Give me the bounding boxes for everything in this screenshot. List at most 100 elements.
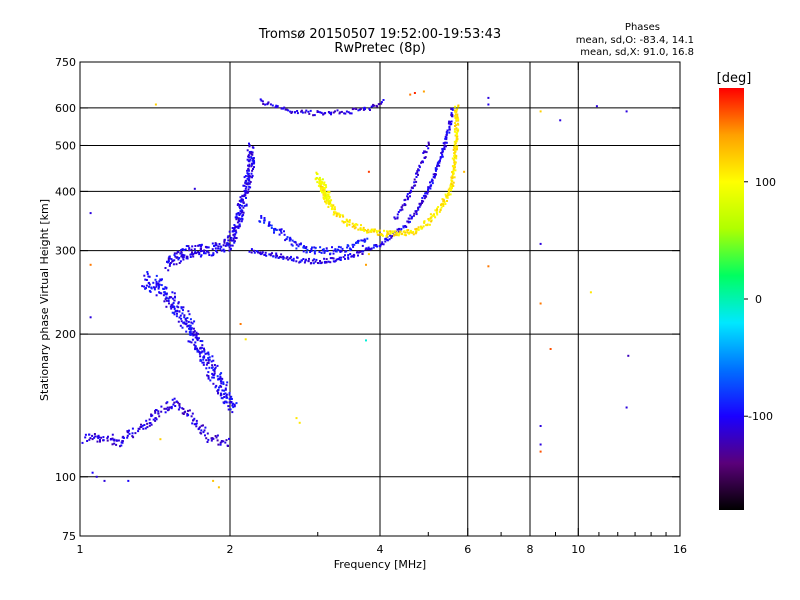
echo-point [368, 108, 370, 110]
echo-point [208, 254, 210, 256]
echo-point [294, 111, 296, 113]
echo-point [206, 246, 208, 248]
echo-point [260, 98, 262, 100]
echo-point [268, 224, 270, 226]
echo-point [298, 245, 300, 247]
echo-point [199, 432, 201, 434]
echo-point [328, 202, 330, 204]
echo-point [312, 114, 314, 116]
echo-point [425, 196, 427, 198]
echo-point [237, 227, 239, 229]
echo-point [144, 288, 146, 290]
echo-point [316, 181, 318, 183]
echo-point [207, 433, 209, 435]
echo-point [423, 225, 425, 227]
echo-point [349, 219, 351, 221]
echo-point [339, 214, 341, 216]
echo-point [417, 174, 419, 176]
echo-point [443, 200, 445, 202]
echo-point [329, 253, 331, 255]
echo-point [150, 291, 152, 293]
echo-point [211, 367, 213, 369]
stats-x: mean, sd,X: 91.0, 16.8 [580, 47, 694, 58]
echo-point [122, 440, 124, 442]
echo-point [455, 113, 457, 115]
echo-point [365, 339, 367, 341]
echo-point [172, 298, 174, 300]
echo-point [207, 375, 209, 377]
echo-point [439, 211, 441, 213]
echo-point [166, 401, 168, 403]
echo-point [391, 235, 393, 237]
echo-point [145, 427, 147, 429]
echo-point [230, 245, 232, 247]
echo-point [248, 169, 250, 171]
echo-point [297, 257, 299, 259]
echo-point [363, 227, 365, 229]
echo-point [260, 217, 262, 219]
echo-point [442, 148, 444, 150]
echo-point [353, 254, 355, 256]
echo-point [404, 199, 406, 201]
echo-point [239, 224, 241, 226]
echo-point [452, 177, 454, 179]
echo-point [350, 256, 352, 258]
echo-point [118, 440, 120, 442]
echo-point [165, 408, 167, 410]
echo-point [191, 245, 193, 247]
echo-point [450, 189, 452, 191]
echo-point [230, 408, 232, 410]
echo-point [217, 245, 219, 247]
echo-point [409, 195, 411, 197]
echo-point [328, 197, 330, 199]
echo-point [156, 418, 158, 420]
echo-point [236, 402, 238, 404]
echo-point [248, 165, 250, 167]
echo-point [405, 226, 407, 228]
echo-point [410, 230, 412, 232]
echo-point [231, 405, 233, 407]
echo-point [187, 310, 189, 312]
echo-point [192, 339, 194, 341]
echo-point [212, 438, 214, 440]
echo-point [408, 218, 410, 220]
echo-point [324, 191, 326, 193]
echo-point [413, 213, 415, 215]
echo-point [132, 436, 134, 438]
echo-point [188, 321, 190, 323]
echo-point [454, 176, 456, 178]
echo-point [217, 248, 219, 250]
echo-point [156, 294, 158, 296]
echo-point [229, 392, 231, 394]
echo-point [213, 377, 215, 379]
echo-point [322, 178, 324, 180]
echo-point [427, 147, 429, 149]
echo-point [325, 201, 327, 203]
echo-point [100, 437, 102, 439]
echo-point [251, 252, 253, 254]
echo-point [220, 245, 222, 247]
echo-point [337, 109, 339, 111]
x-tick-label: 4 [377, 543, 384, 556]
echo-point [345, 250, 347, 252]
echo-point [297, 112, 299, 114]
echo-point [455, 146, 457, 148]
echo-point [195, 425, 197, 427]
echo-point [180, 325, 182, 327]
echo-point [190, 318, 192, 320]
echo-point [224, 442, 226, 444]
echo-point [310, 262, 312, 264]
echo-point [186, 256, 188, 258]
echo-point [218, 486, 220, 488]
echo-point [321, 252, 323, 254]
echo-point [325, 184, 327, 186]
echo-point [341, 250, 343, 252]
echo-point [304, 262, 306, 264]
echo-point [223, 244, 225, 246]
echo-point [305, 110, 307, 112]
echo-point [361, 253, 363, 255]
echo-point [112, 434, 114, 436]
echo-point [540, 444, 542, 446]
echo-point [248, 175, 250, 177]
echo-point [207, 439, 209, 441]
